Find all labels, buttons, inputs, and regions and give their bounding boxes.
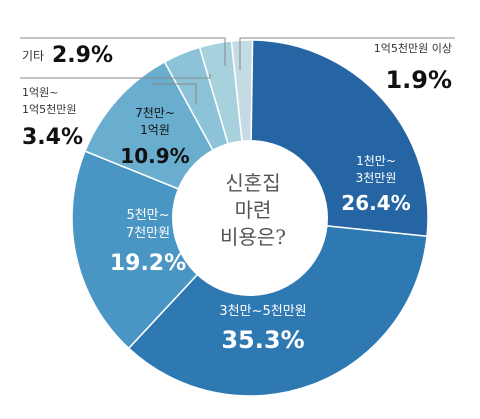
slice-value-6: 2.9% [52, 43, 113, 68]
leader-line-4 [152, 83, 197, 104]
slice-label-3-line-1: 5천만~ [126, 208, 169, 223]
slice-label-3-line-2: 7천만원 [126, 226, 170, 241]
center-label-line-1: 신혼집 [225, 171, 280, 195]
center-label-line-3: 비용은? [220, 225, 286, 249]
slice-value-5: 3.4% [22, 125, 83, 150]
pie-slice-2 [127, 217, 428, 397]
slice-value-2: 35.3% [221, 326, 304, 354]
slice-label-0: 1억5천만원 이상 [374, 41, 452, 55]
slice-label-5-line-2: 1억5천만원 [22, 102, 76, 116]
donut-hole [172, 140, 328, 296]
center-label-line-2: 마련 [235, 198, 272, 222]
slice-label-6: 기타 [22, 49, 44, 63]
slice-value-1: 26.4% [341, 191, 410, 215]
slice-label-1-line-2: 3천만원 [356, 170, 397, 185]
slice-value-3: 19.2% [110, 251, 186, 276]
slice-label-1-line-1: 1천만~ [356, 153, 396, 168]
leader-line-0 [239, 37, 455, 70]
slice-value-0: 1.9% [385, 66, 452, 94]
slice-label-5-line-1: 1억원~ [22, 86, 58, 99]
leader-line-6 [20, 37, 226, 66]
leader-lines [20, 37, 455, 104]
slice-value-4: 10.9% [120, 144, 189, 168]
slice-label-4-line-2: 1억원 [140, 123, 170, 137]
leader-line-5 [20, 74, 211, 79]
slice-label-4-line-1: 7천만~ [135, 105, 175, 120]
slice-label-2: 3천만~5천만원 [219, 304, 306, 319]
